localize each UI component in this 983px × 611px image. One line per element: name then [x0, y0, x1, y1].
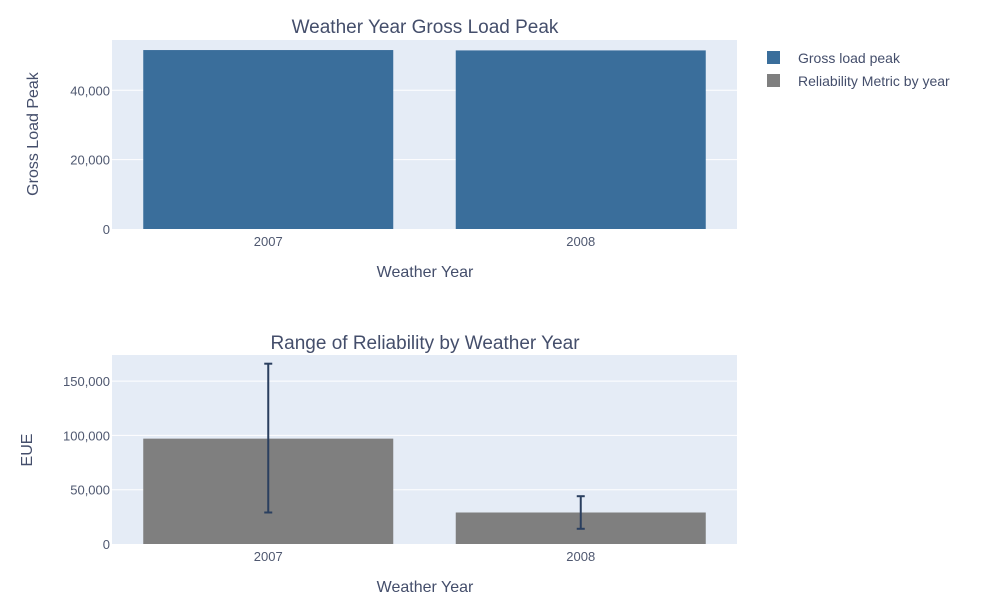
gross-load-bars [143, 50, 706, 229]
reliability-chart-title: Range of Reliability by Weather Year [270, 333, 580, 354]
reliability-y-tick-label: 150,000 [63, 374, 110, 389]
gross-load-x-ticks: 2007 2008 [254, 234, 595, 249]
legend-label-gross-load-peak: Gross load peak [798, 50, 901, 66]
gross-load-bar-2008[interactable] [455, 50, 706, 229]
legend[interactable]: Gross load peak Reliability Metric by ye… [767, 50, 950, 89]
reliability-x-tick-label: 2007 [254, 549, 283, 564]
reliability-x-ticks: 2007 2008 [254, 549, 595, 564]
reliability-y-ticks: 0 50,000 100,000 150,000 [63, 374, 110, 552]
legend-swatch-reliability-metric [767, 74, 780, 87]
error-bar-2007 [264, 362, 273, 514]
reliability-x-tick-label: 2008 [566, 549, 595, 564]
gross-load-x-axis-title: Weather Year [377, 264, 474, 281]
legend-label-reliability-metric: Reliability Metric by year [798, 73, 950, 89]
error-bar-2008 [576, 495, 585, 530]
legend-item-reliability-metric[interactable]: Reliability Metric by year [767, 73, 950, 89]
gross-load-x-tick-label: 2008 [566, 234, 595, 249]
gross-load-x-tick-label: 2007 [254, 234, 283, 249]
legend-item-gross-load-peak[interactable]: Gross load peak [767, 50, 901, 66]
reliability-y-axis-title: EUE [19, 434, 36, 467]
gross-load-bar-2007[interactable] [143, 50, 394, 229]
reliability-panel: 0 50,000 100,000 150,000 2007 2008 Range of … [19, 333, 737, 596]
gross-load-y-tick-label: 20,000 [70, 153, 110, 168]
legend-swatch-gross-load-peak [767, 51, 780, 64]
gross-load-y-ticks: 0 20,000 40,000 [70, 83, 110, 237]
reliability-y-tick-label: 0 [103, 537, 110, 552]
reliability-x-axis-title: Weather Year [377, 579, 474, 596]
reliability-y-tick-label: 100,000 [63, 428, 110, 443]
reliability-y-tick-label: 50,000 [70, 483, 110, 498]
gross-load-y-tick-label: 0 [103, 222, 110, 237]
gross-load-chart-title: Weather Year Gross Load Peak [292, 17, 559, 38]
gross-load-panel: 0 20,000 40,000 2007 2008 Weather Year Gros… [25, 17, 737, 281]
gross-load-y-axis-title: Gross Load Peak [25, 71, 42, 196]
reliability-error-bars [264, 362, 585, 530]
gross-load-y-tick-label: 40,000 [70, 83, 110, 98]
